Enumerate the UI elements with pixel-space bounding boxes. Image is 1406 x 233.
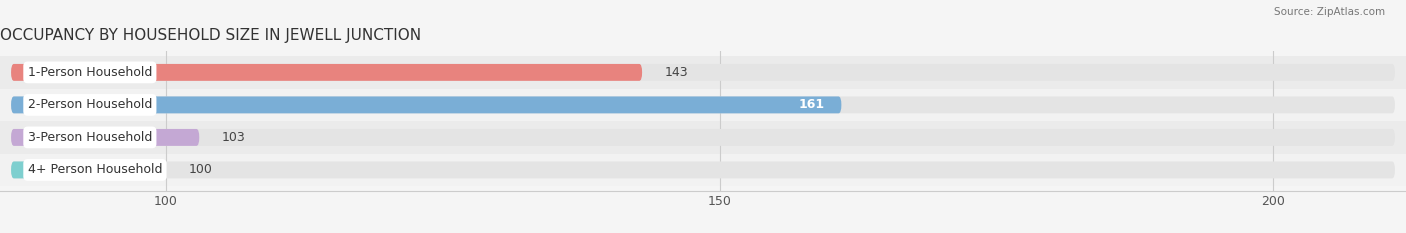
FancyBboxPatch shape (0, 89, 1406, 121)
Text: OCCUPANCY BY HOUSEHOLD SIZE IN JEWELL JUNCTION: OCCUPANCY BY HOUSEHOLD SIZE IN JEWELL JU… (0, 28, 422, 43)
Text: 3-Person Household: 3-Person Household (28, 131, 152, 144)
FancyBboxPatch shape (11, 129, 1395, 146)
FancyBboxPatch shape (11, 96, 841, 113)
FancyBboxPatch shape (0, 121, 1406, 154)
FancyBboxPatch shape (11, 64, 643, 81)
Text: 161: 161 (799, 98, 825, 111)
FancyBboxPatch shape (0, 154, 1406, 186)
FancyBboxPatch shape (11, 64, 1395, 81)
Text: 103: 103 (221, 131, 245, 144)
FancyBboxPatch shape (11, 161, 1395, 178)
Text: 143: 143 (664, 66, 688, 79)
Text: 4+ Person Household: 4+ Person Household (28, 163, 162, 176)
Text: 100: 100 (188, 163, 212, 176)
FancyBboxPatch shape (0, 56, 1406, 89)
Text: 1-Person Household: 1-Person Household (28, 66, 152, 79)
FancyBboxPatch shape (11, 96, 1395, 113)
Text: Source: ZipAtlas.com: Source: ZipAtlas.com (1274, 7, 1385, 17)
FancyBboxPatch shape (11, 161, 166, 178)
Text: 2-Person Household: 2-Person Household (28, 98, 152, 111)
FancyBboxPatch shape (11, 129, 200, 146)
